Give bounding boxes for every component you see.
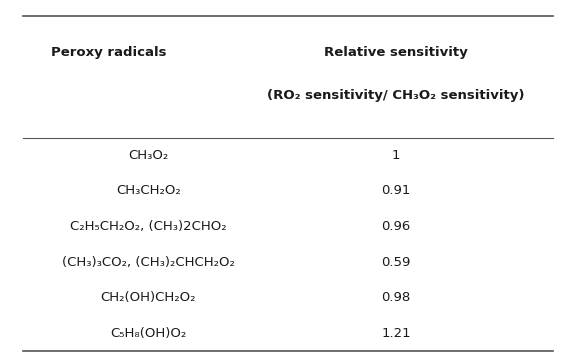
Text: CH₃CH₂O₂: CH₃CH₂O₂ [116, 185, 181, 197]
Text: CH₂(OH)CH₂O₂: CH₂(OH)CH₂O₂ [100, 291, 196, 304]
Text: 0.96: 0.96 [381, 220, 411, 233]
Text: C₅H₈(OH)O₂: C₅H₈(OH)O₂ [110, 327, 186, 340]
Text: C₂H₅CH₂O₂, (CH₃)2CHO₂: C₂H₅CH₂O₂, (CH₃)2CHO₂ [70, 220, 226, 233]
Text: 0.91: 0.91 [381, 185, 411, 197]
Text: (CH₃)₃CO₂, (CH₃)₂CHCH₂O₂: (CH₃)₃CO₂, (CH₃)₂CHCH₂O₂ [62, 256, 235, 269]
Text: CH₃O₂: CH₃O₂ [128, 149, 168, 162]
Text: 1: 1 [392, 149, 400, 162]
Text: (RO₂ sensitivity/ CH₃O₂ sensitivity): (RO₂ sensitivity/ CH₃O₂ sensitivity) [267, 89, 525, 102]
Text: 1.21: 1.21 [381, 327, 411, 340]
Text: 0.59: 0.59 [381, 256, 411, 269]
Text: Peroxy radicals: Peroxy radicals [51, 46, 166, 59]
Text: Relative sensitivity: Relative sensitivity [324, 46, 468, 59]
Text: 0.98: 0.98 [381, 291, 411, 304]
